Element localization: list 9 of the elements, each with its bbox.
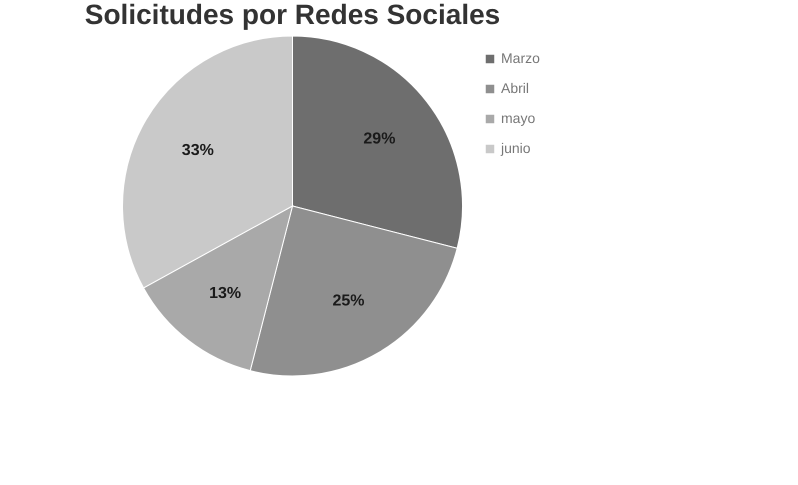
data-label: 13%: [209, 284, 242, 302]
legend-label: Marzo: [501, 50, 540, 66]
legend-label: junio: [500, 140, 531, 156]
legend-label: mayo: [501, 110, 536, 126]
data-label: 25%: [332, 292, 365, 310]
data-label: 29%: [363, 130, 396, 148]
chart-title: Solicitudes por Redes Sociales: [84, 0, 500, 30]
legend-label: Abril: [501, 80, 530, 96]
data-label: 33%: [182, 142, 214, 160]
